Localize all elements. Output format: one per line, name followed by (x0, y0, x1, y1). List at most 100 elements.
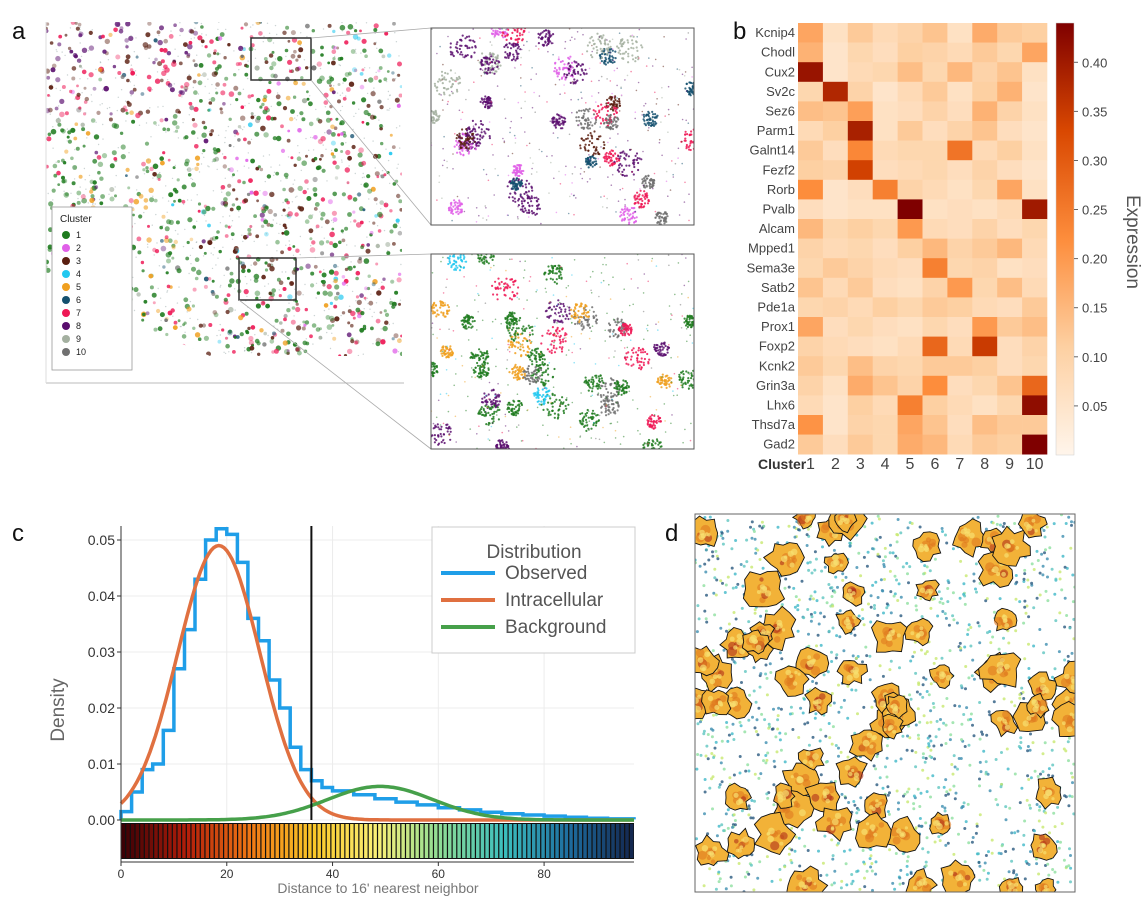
colorbar (1055, 22, 1075, 456)
series-observed (119, 527, 636, 821)
heatmap-cell (947, 81, 973, 102)
panel-letter-b: b (733, 18, 747, 45)
legend-swatch (62, 270, 70, 278)
heatmap-cell (798, 415, 824, 435)
heatmap-cell (1022, 42, 1048, 63)
heatmap-cell (872, 121, 898, 141)
heatmap-cell (872, 317, 898, 337)
legend-label: 8 (76, 321, 81, 331)
heatmap-cell (847, 62, 873, 83)
colorbar-tick-label: 0.25 (1082, 203, 1107, 218)
heatmap-cell (972, 62, 998, 83)
heatmap-cell (822, 317, 849, 337)
heatmap-cell (997, 179, 1023, 200)
legend-label: Observed (505, 563, 587, 584)
heatmap-cell (922, 121, 948, 141)
heatmap-cell (947, 160, 973, 181)
heatmap-cell (947, 375, 973, 396)
heatmap-row-label: Grin3a (756, 378, 796, 393)
density-ylabel: Density (48, 678, 69, 742)
zoom-connector (310, 27, 432, 39)
heatmap-cell (798, 179, 824, 200)
heatmap-cell (798, 62, 824, 83)
heatmap-cell (972, 219, 998, 239)
heatmap-cell (947, 23, 973, 43)
heatmap-cell (972, 101, 998, 122)
heatmap-cell (922, 356, 948, 377)
heatmap-cell (822, 356, 849, 377)
heatmap-cell (798, 23, 824, 43)
heatmap-cell (872, 62, 898, 83)
heatmap-cell (922, 62, 948, 83)
heatmap-cell (872, 395, 898, 416)
legend-label: 7 (76, 308, 81, 318)
heatmap-col-label: 4 (881, 456, 890, 473)
heatmap-cell (972, 375, 998, 396)
heatmap-cell (897, 356, 923, 377)
heatmap-cell (997, 336, 1023, 357)
x-tick-label: 60 (432, 867, 446, 881)
heatmap-cell (872, 140, 898, 161)
heatmap-cell (947, 336, 973, 357)
heatmap-col-label: 3 (856, 456, 865, 473)
heatmap-cell (922, 23, 948, 43)
density-xlabel: Distance to 16' nearest neighbor (277, 880, 478, 896)
y-tick-label: 0.03 (88, 644, 115, 660)
heatmap-cell (972, 395, 998, 416)
heatmap-cell (972, 277, 998, 298)
heatmap-cell (997, 415, 1023, 435)
heatmap-cell (1022, 415, 1048, 435)
heatmap-cell (822, 199, 849, 220)
heatmap-cell (872, 375, 898, 396)
heatmap-cell (947, 140, 973, 161)
heatmap-xlabel: Cluster (758, 456, 807, 472)
zoom-connector (310, 79, 432, 226)
heatmap-cell (922, 277, 948, 298)
legend-label: 3 (76, 256, 81, 266)
heatmap-cell (798, 219, 824, 239)
legend-label: 5 (76, 282, 81, 292)
colorbar-tick-label: 0.05 (1082, 399, 1107, 414)
heatmap-cell (798, 238, 824, 259)
heatmap-cell (872, 336, 898, 357)
heatmap-cell (922, 434, 948, 455)
heatmap-cell (997, 356, 1023, 377)
heatmap-cell (1022, 434, 1048, 455)
heatmap-cell (997, 375, 1023, 396)
heatmap-cell (1022, 219, 1048, 239)
heatmap-cell (872, 238, 898, 259)
heatmap-cell (798, 297, 824, 318)
heatmap-cell (922, 415, 948, 435)
heatmap-cell (798, 336, 824, 357)
heatmap-cell (997, 140, 1023, 161)
heatmap-cell (897, 199, 923, 220)
heatmap-row-label: Pde1a (757, 300, 795, 315)
heatmap-col-label: 6 (930, 456, 939, 473)
legend-label: 4 (76, 269, 81, 279)
heatmap-cell (847, 81, 873, 102)
heatmap-cell (872, 179, 898, 200)
heatmap-cell (822, 81, 849, 102)
heatmap-row-label: Mpped1 (748, 241, 795, 256)
heatmap-col-label: 8 (980, 456, 989, 473)
heatmap-cell (947, 415, 973, 435)
panel-b-heatmap: Kcnip4 Chodl Cux2 Sv2c Sez6 Parm1 Galnt14 Fezf2… (747, 22, 1143, 473)
legend-swatch (62, 257, 70, 265)
heatmap-cell (972, 356, 998, 377)
heatmap-cell (947, 219, 973, 239)
heatmap-cell (1022, 23, 1048, 43)
heatmap-cell (822, 415, 849, 435)
heatmap-cell (947, 277, 973, 298)
heatmap-cell (922, 258, 948, 279)
heatmap-cell (1022, 277, 1048, 298)
heatmap-cell (997, 101, 1023, 122)
zoom-bottom-frame (430, 253, 695, 450)
heatmap-cell (1022, 121, 1048, 141)
legend-label: 6 (76, 295, 81, 305)
heatmap-cell (872, 356, 898, 377)
panel-letter-c: c (12, 520, 24, 547)
heatmap-row-label: Sez6 (765, 104, 795, 119)
heatmap-cell (872, 277, 898, 298)
heatmap-cell (872, 42, 898, 63)
legend-title: Cluster (60, 214, 92, 225)
